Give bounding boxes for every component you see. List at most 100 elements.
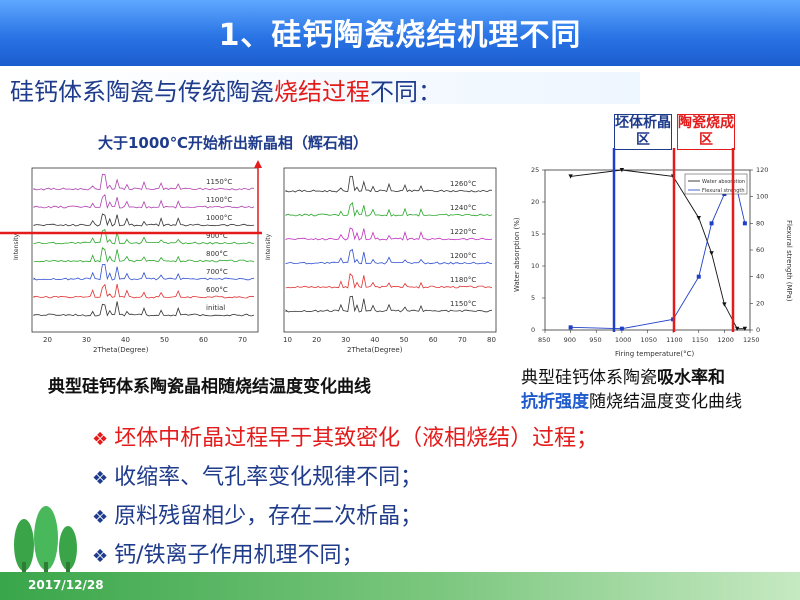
footer-date: 2017/12/28 <box>28 578 104 592</box>
title-bar: 1、硅钙陶瓷烧结机理不同 <box>0 0 800 66</box>
subtitle: 硅钙体系陶瓷与传统陶瓷烧结过程不同： <box>10 72 640 106</box>
diamond-bullet-icon: ❖ <box>92 546 109 567</box>
data-point <box>709 251 714 256</box>
xrd-tick-label: 40 <box>370 336 379 344</box>
xrd-curve-label: 1150°C <box>206 178 232 186</box>
xrd-curve-label: 800°C <box>206 250 228 258</box>
chart-caption-bold: 吸水率和 <box>657 368 725 388</box>
xrd-tick-label: 40 <box>121 336 130 344</box>
xrd-curve <box>285 295 493 313</box>
bullet-item: ❖ 坯体中析晶过程早于其致密化（液相烧结）过程； <box>92 420 598 459</box>
bullet-text: 坯体中析晶过程早于其致密化（液相烧结）过程； <box>114 426 599 451</box>
xrd-curve-label: 1240°C <box>450 204 476 212</box>
xrd-curve <box>33 263 255 281</box>
slide-title: 1、硅钙陶瓷烧结机理不同 <box>218 18 582 53</box>
y-tick-label: 15 <box>531 230 539 238</box>
bullet-item: ❖ 原料残留相少，存在二次析晶； <box>92 498 598 537</box>
xrd-curve <box>285 201 493 218</box>
y-right-tick-label: 20 <box>756 299 764 307</box>
data-point <box>619 326 624 331</box>
y-right-tick-label: 60 <box>756 246 764 254</box>
chart-ylabel: Water absorption (%) <box>513 217 521 292</box>
xrd-curve-label: 900°C <box>206 232 228 240</box>
x-tick-label: 950 <box>589 336 601 344</box>
y-tick-label: 5 <box>531 294 535 302</box>
xrd-curve-label: 1100°C <box>206 196 232 204</box>
xrd-curve <box>33 283 255 299</box>
xrd-tick-label: 70 <box>458 336 467 344</box>
bullet-item: ❖ 收缩率、气孔率变化规律不同； <box>92 459 598 498</box>
xrd-right-frame <box>283 167 497 333</box>
data-point <box>742 221 747 226</box>
xrd-curve <box>285 175 493 193</box>
subtitle-red: 烧结过程 <box>274 78 370 106</box>
data-point <box>709 221 714 226</box>
chart-xlabel: Firing temperature(°C) <box>615 350 695 358</box>
xrd-tick-label: 60 <box>429 336 438 344</box>
bullet-item: ❖ 钙/铁离子作用机理不同； <box>92 537 598 576</box>
xrd-tick-label: 30 <box>82 336 91 344</box>
data-point <box>742 326 748 331</box>
xrd-curve <box>285 248 493 265</box>
bullet-text: 钙/铁离子作用机理不同； <box>114 543 364 568</box>
xrd-curve <box>285 273 493 289</box>
y-tick-label: 0 <box>531 326 535 334</box>
data-point <box>568 174 573 179</box>
property-chart: 850 900 950 1000 1050 1100 1150 1200 12500510152… <box>513 166 793 358</box>
xrd-left-ylabel: Intensity <box>13 233 20 260</box>
zone-lines <box>612 148 735 332</box>
legend-label: Water absorption <box>702 179 745 185</box>
y-right-tick-label: 120 <box>756 166 768 174</box>
chart-caption-part2: 随烧结温度变化曲线 <box>589 392 742 412</box>
data-point <box>722 302 727 307</box>
chart-ylabel-right: Flexural strength (MPa) <box>785 220 793 302</box>
xrd-curve-label: 1180°C <box>450 276 476 284</box>
xrd-note: 大于1000℃开始析出新晶相（辉石相） <box>98 134 368 152</box>
x-tick-label: 1050 <box>641 336 658 344</box>
diamond-bullet-icon: ❖ <box>92 507 109 528</box>
xrd-curve <box>33 173 255 191</box>
footer-band <box>0 572 800 600</box>
zone-green-body-label: 坯体析晶区 <box>614 114 672 150</box>
xrd-curve <box>33 301 255 317</box>
xrd-tick-label: 60 <box>199 336 208 344</box>
y-tick-label: 20 <box>531 198 539 206</box>
legend-label: Flexural strength <box>702 188 745 194</box>
series-line <box>570 169 745 330</box>
arrow-head <box>254 160 262 168</box>
subtitle-part1: 硅钙体系陶瓷与传统陶瓷 <box>10 78 274 106</box>
y-right-tick-label: 0 <box>756 326 760 334</box>
x-tick-label: 1000 <box>615 336 632 344</box>
x-tick-label: 1150 <box>692 336 709 344</box>
xrd-curve-label: 1220°C <box>450 228 476 236</box>
xrd-right-xlabel: 2Theta(Degree) <box>347 346 403 354</box>
y-tick-label: 25 <box>531 166 539 174</box>
chart-frame <box>544 169 751 331</box>
chart-caption: 典型硅钙体系陶瓷吸水率和 抗折强度随烧结温度变化曲线 <box>521 366 791 414</box>
y-right-tick-label: 40 <box>756 273 764 281</box>
subtitle-part2: 不同： <box>370 78 442 106</box>
xrd-curve-label: 1200°C <box>450 252 476 260</box>
xrd-curve-label: 600°C <box>206 286 228 294</box>
crystallization-marker <box>0 160 265 235</box>
xrd-curve <box>33 247 255 263</box>
x-tick-label: 850 <box>538 336 550 344</box>
diamond-bullet-icon: ❖ <box>92 429 109 450</box>
xrd-tick-label: 50 <box>160 336 169 344</box>
bullet-text: 原料残留相少，存在二次析晶； <box>114 504 423 529</box>
xrd-curve <box>33 213 255 227</box>
xrd-tick-label: 20 <box>312 336 321 344</box>
zone-ceramic-label: 陶瓷烧成区 <box>677 114 735 150</box>
xrd-right-ylabel: Intensity <box>265 233 272 260</box>
chart-caption-part1: 典型硅钙体系陶瓷 <box>521 368 657 388</box>
x-tick-label: 1100 <box>666 336 683 344</box>
xrd-right-panel: 1260°C 1240°C 1220°C 1200°C 1180°C 1150°C Int… <box>262 160 502 360</box>
xrd-tick-label: 50 <box>400 336 409 344</box>
xrd-left-panel: 1150°C 1100°C 1000°C 900°C 800°C 700°C 600°C in… <box>8 160 266 360</box>
data-point <box>734 326 740 331</box>
xrd-curve <box>285 227 493 241</box>
x-tick-label: 900 <box>564 336 576 344</box>
y-right-tick-label: 100 <box>756 193 768 201</box>
xrd-curve-label: 1150°C <box>450 300 476 308</box>
xrd-curve-label: 700°C <box>206 268 228 276</box>
